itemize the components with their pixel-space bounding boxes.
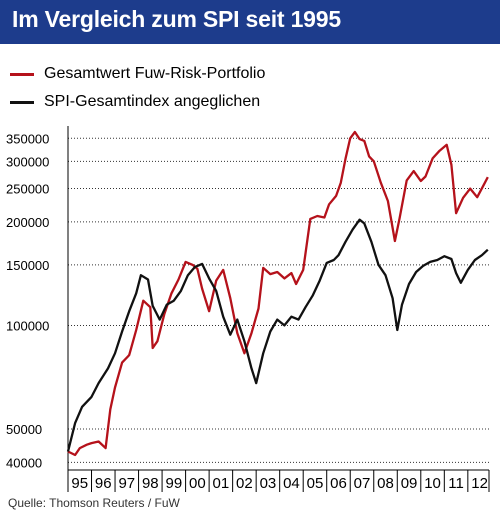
x-tick-label: 06 <box>330 475 347 492</box>
x-tick-label: 99 <box>165 475 182 492</box>
x-tick-label: 02 <box>236 475 253 492</box>
y-tick-label: 200000 <box>6 215 49 230</box>
x-tick-label: 95 <box>71 475 88 492</box>
x-tick-label: 11 <box>448 475 464 492</box>
source-note: Quelle: Thomson Reuters / FuW <box>8 496 180 510</box>
legend-swatch-portfolio <box>10 73 34 76</box>
y-tick-label: 150000 <box>6 258 49 273</box>
legend-label-spi: SPI-Gesamtindex angeglichen <box>44 93 261 110</box>
x-tick-label: 96 <box>95 475 112 492</box>
y-tick-label: 250000 <box>6 182 49 197</box>
series-line-portfolio <box>67 130 489 457</box>
x-tick-label: 04 <box>283 475 300 492</box>
y-tick-label: 100000 <box>6 318 49 333</box>
line-chart: 350000 300000 250000 200000 150000 100000 5000… <box>6 126 490 492</box>
series-line-spi <box>66 218 489 452</box>
x-tick-label: 12 <box>471 475 488 492</box>
y-tick-label: 50000 <box>6 422 42 437</box>
y-tick-label: 40000 <box>6 455 42 470</box>
chart-title: Im Vergleich zum SPI seit 1995 <box>12 6 341 32</box>
x-tick-label: 09 <box>401 475 418 492</box>
legend-label-portfolio: Gesamtwert Fuw-Risk-Portfolio <box>44 65 266 82</box>
x-tick-label: 07 <box>354 475 371 492</box>
x-tick-label: 01 <box>213 475 230 492</box>
x-tick-label: 10 <box>424 475 441 492</box>
y-tick-label: 300000 <box>6 154 49 169</box>
x-tick-label: 97 <box>118 475 135 492</box>
title-bar: Im Vergleich zum SPI seit 1995 <box>0 0 500 44</box>
x-tick-label: 05 <box>307 475 324 492</box>
x-tick-label: 98 <box>142 475 159 492</box>
x-tick-label: 08 <box>377 475 394 492</box>
x-tick-label: 03 <box>260 475 277 492</box>
legend-swatch-spi <box>10 101 34 104</box>
chart-area: 350000 300000 250000 200000 150000 100000 5000… <box>0 120 500 495</box>
y-tick-label: 350000 <box>6 131 49 146</box>
x-tick-label: 00 <box>189 475 206 492</box>
